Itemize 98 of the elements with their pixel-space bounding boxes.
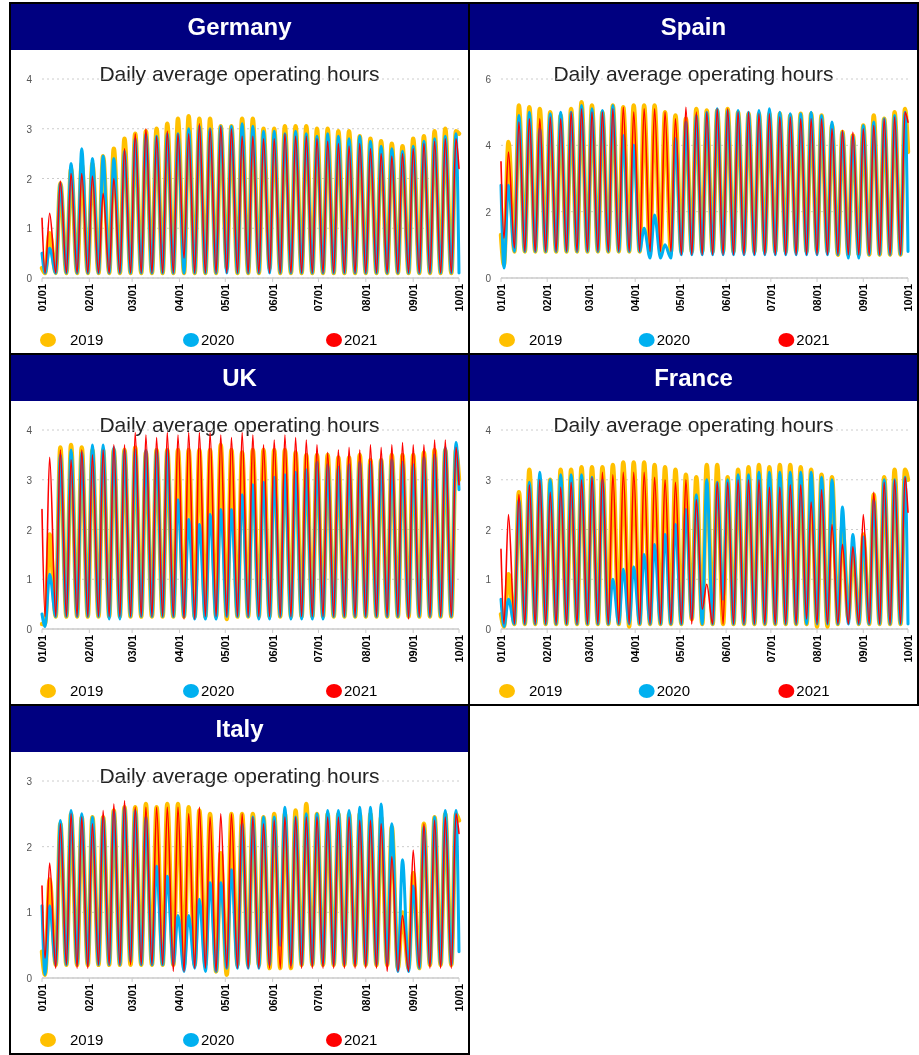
y-tick-label: 1 [485, 574, 492, 586]
y-tick-label: 2 [485, 206, 492, 218]
chart-subtitle: Daily average operating hours [553, 413, 834, 436]
x-tick-label: 03/01 [582, 284, 595, 312]
y-tick-label: 0 [485, 273, 492, 284]
legend-label: 2021 [796, 331, 830, 348]
x-tick-label: 10/01 [453, 635, 465, 663]
x-tick-label: 08/01 [359, 984, 372, 1012]
x-tick-label: 04/01 [173, 635, 186, 663]
x-tick-label: 02/01 [83, 635, 96, 663]
x-tick-label: 09/01 [857, 284, 870, 312]
y-tick-label: 0 [485, 624, 492, 635]
x-tick-label: 06/01 [720, 635, 733, 663]
x-tick-label: 08/01 [359, 635, 372, 663]
x-tick-label: 10/01 [902, 284, 914, 312]
y-tick-label: 0 [26, 973, 33, 984]
chart-subtitle: Daily average operating hours [553, 62, 834, 85]
chart-title: Spain [660, 13, 727, 40]
y-tick-label: 2 [26, 173, 33, 185]
x-tick-label: 06/01 [266, 984, 279, 1012]
y-tick-label: 1 [26, 907, 33, 919]
legend-label: 2021 [344, 331, 378, 348]
legend-label: 2021 [344, 682, 378, 699]
x-tick-label: 07/01 [764, 635, 777, 663]
chart-title: Germany [187, 13, 293, 40]
y-tick-label: 1 [26, 223, 33, 235]
x-tick-label: 01/01 [36, 284, 48, 312]
y-tick-label: 3 [26, 776, 33, 787]
legend-label: 2019 [529, 682, 563, 699]
x-tick-label: 02/01 [541, 635, 554, 663]
y-tick-label: 2 [485, 524, 492, 536]
x-tick-label: 06/01 [720, 284, 733, 312]
x-tick-label: 05/01 [219, 635, 232, 663]
x-tick-label: 01/01 [36, 984, 48, 1012]
x-tick-label: 03/01 [582, 635, 595, 663]
x-tick-label: 02/01 [83, 984, 96, 1012]
chart-subtitle: Daily average operating hours [99, 62, 380, 85]
legend-label: 2019 [529, 331, 563, 348]
chart-title: France [654, 364, 733, 391]
legend-label: 2021 [344, 1031, 378, 1048]
y-tick-label: 4 [485, 140, 492, 152]
x-tick-label: 06/01 [266, 284, 279, 312]
chart-title: Italy [215, 715, 265, 742]
x-tick-label: 04/01 [629, 635, 642, 663]
chart-subtitle: Daily average operating hours [99, 764, 380, 787]
legend-label: 2020 [201, 331, 235, 348]
x-tick-label: 04/01 [173, 284, 186, 312]
legend-label: 2019 [70, 1031, 104, 1048]
legend-label: 2021 [796, 682, 830, 699]
y-tick-label: 6 [485, 74, 492, 85]
legend-label: 2019 [70, 331, 104, 348]
x-tick-label: 09/01 [857, 635, 870, 663]
x-tick-label: 01/01 [495, 284, 507, 312]
legend-label: 2020 [201, 1031, 235, 1048]
legend-label: 2020 [656, 331, 691, 348]
x-tick-label: 07/01 [764, 284, 777, 312]
x-tick-label: 04/01 [173, 984, 186, 1012]
x-tick-label: 08/01 [811, 284, 824, 312]
chart-subtitle: Daily average operating hours [99, 413, 380, 436]
x-tick-label: 05/01 [219, 984, 232, 1012]
y-tick-label: 3 [26, 474, 33, 486]
x-tick-label: 05/01 [673, 284, 686, 312]
x-tick-label: 05/01 [673, 635, 686, 663]
x-tick-label: 09/01 [407, 635, 420, 663]
x-tick-label: 04/01 [629, 284, 642, 312]
x-tick-label: 09/01 [407, 984, 420, 1012]
x-tick-label: 02/01 [83, 284, 96, 312]
x-tick-label: 07/01 [312, 984, 325, 1012]
y-tick-label: 0 [26, 624, 33, 635]
legend-label: 2019 [70, 682, 104, 699]
y-tick-label: 1 [26, 574, 33, 586]
x-tick-label: 03/01 [126, 284, 139, 312]
y-tick-label: 0 [26, 273, 33, 284]
x-tick-label: 05/01 [219, 284, 232, 312]
y-tick-label: 2 [26, 524, 33, 536]
y-tick-label: 2 [26, 841, 33, 853]
x-tick-label: 10/01 [453, 284, 465, 312]
x-tick-label: 08/01 [811, 635, 824, 663]
x-tick-label: 02/01 [541, 284, 554, 312]
x-tick-label: 03/01 [126, 984, 139, 1012]
y-tick-label: 4 [26, 425, 33, 436]
y-tick-label: 4 [26, 74, 33, 85]
x-tick-label: 10/01 [453, 984, 465, 1012]
x-tick-label: 07/01 [312, 635, 325, 663]
x-tick-label: 08/01 [359, 284, 372, 312]
chart-title: UK [222, 364, 258, 391]
x-tick-label: 10/01 [902, 635, 914, 663]
legend-label: 2020 [201, 682, 235, 699]
x-tick-label: 01/01 [495, 635, 507, 663]
y-tick-label: 3 [26, 123, 33, 135]
x-tick-label: 03/01 [126, 635, 139, 663]
x-tick-label: 06/01 [266, 635, 279, 663]
y-tick-label: 4 [485, 425, 492, 436]
y-tick-label: 3 [485, 474, 492, 486]
x-tick-label: 09/01 [407, 284, 420, 312]
x-tick-label: 01/01 [36, 635, 48, 663]
x-tick-label: 07/01 [312, 284, 325, 312]
legend-label: 2020 [656, 682, 691, 699]
